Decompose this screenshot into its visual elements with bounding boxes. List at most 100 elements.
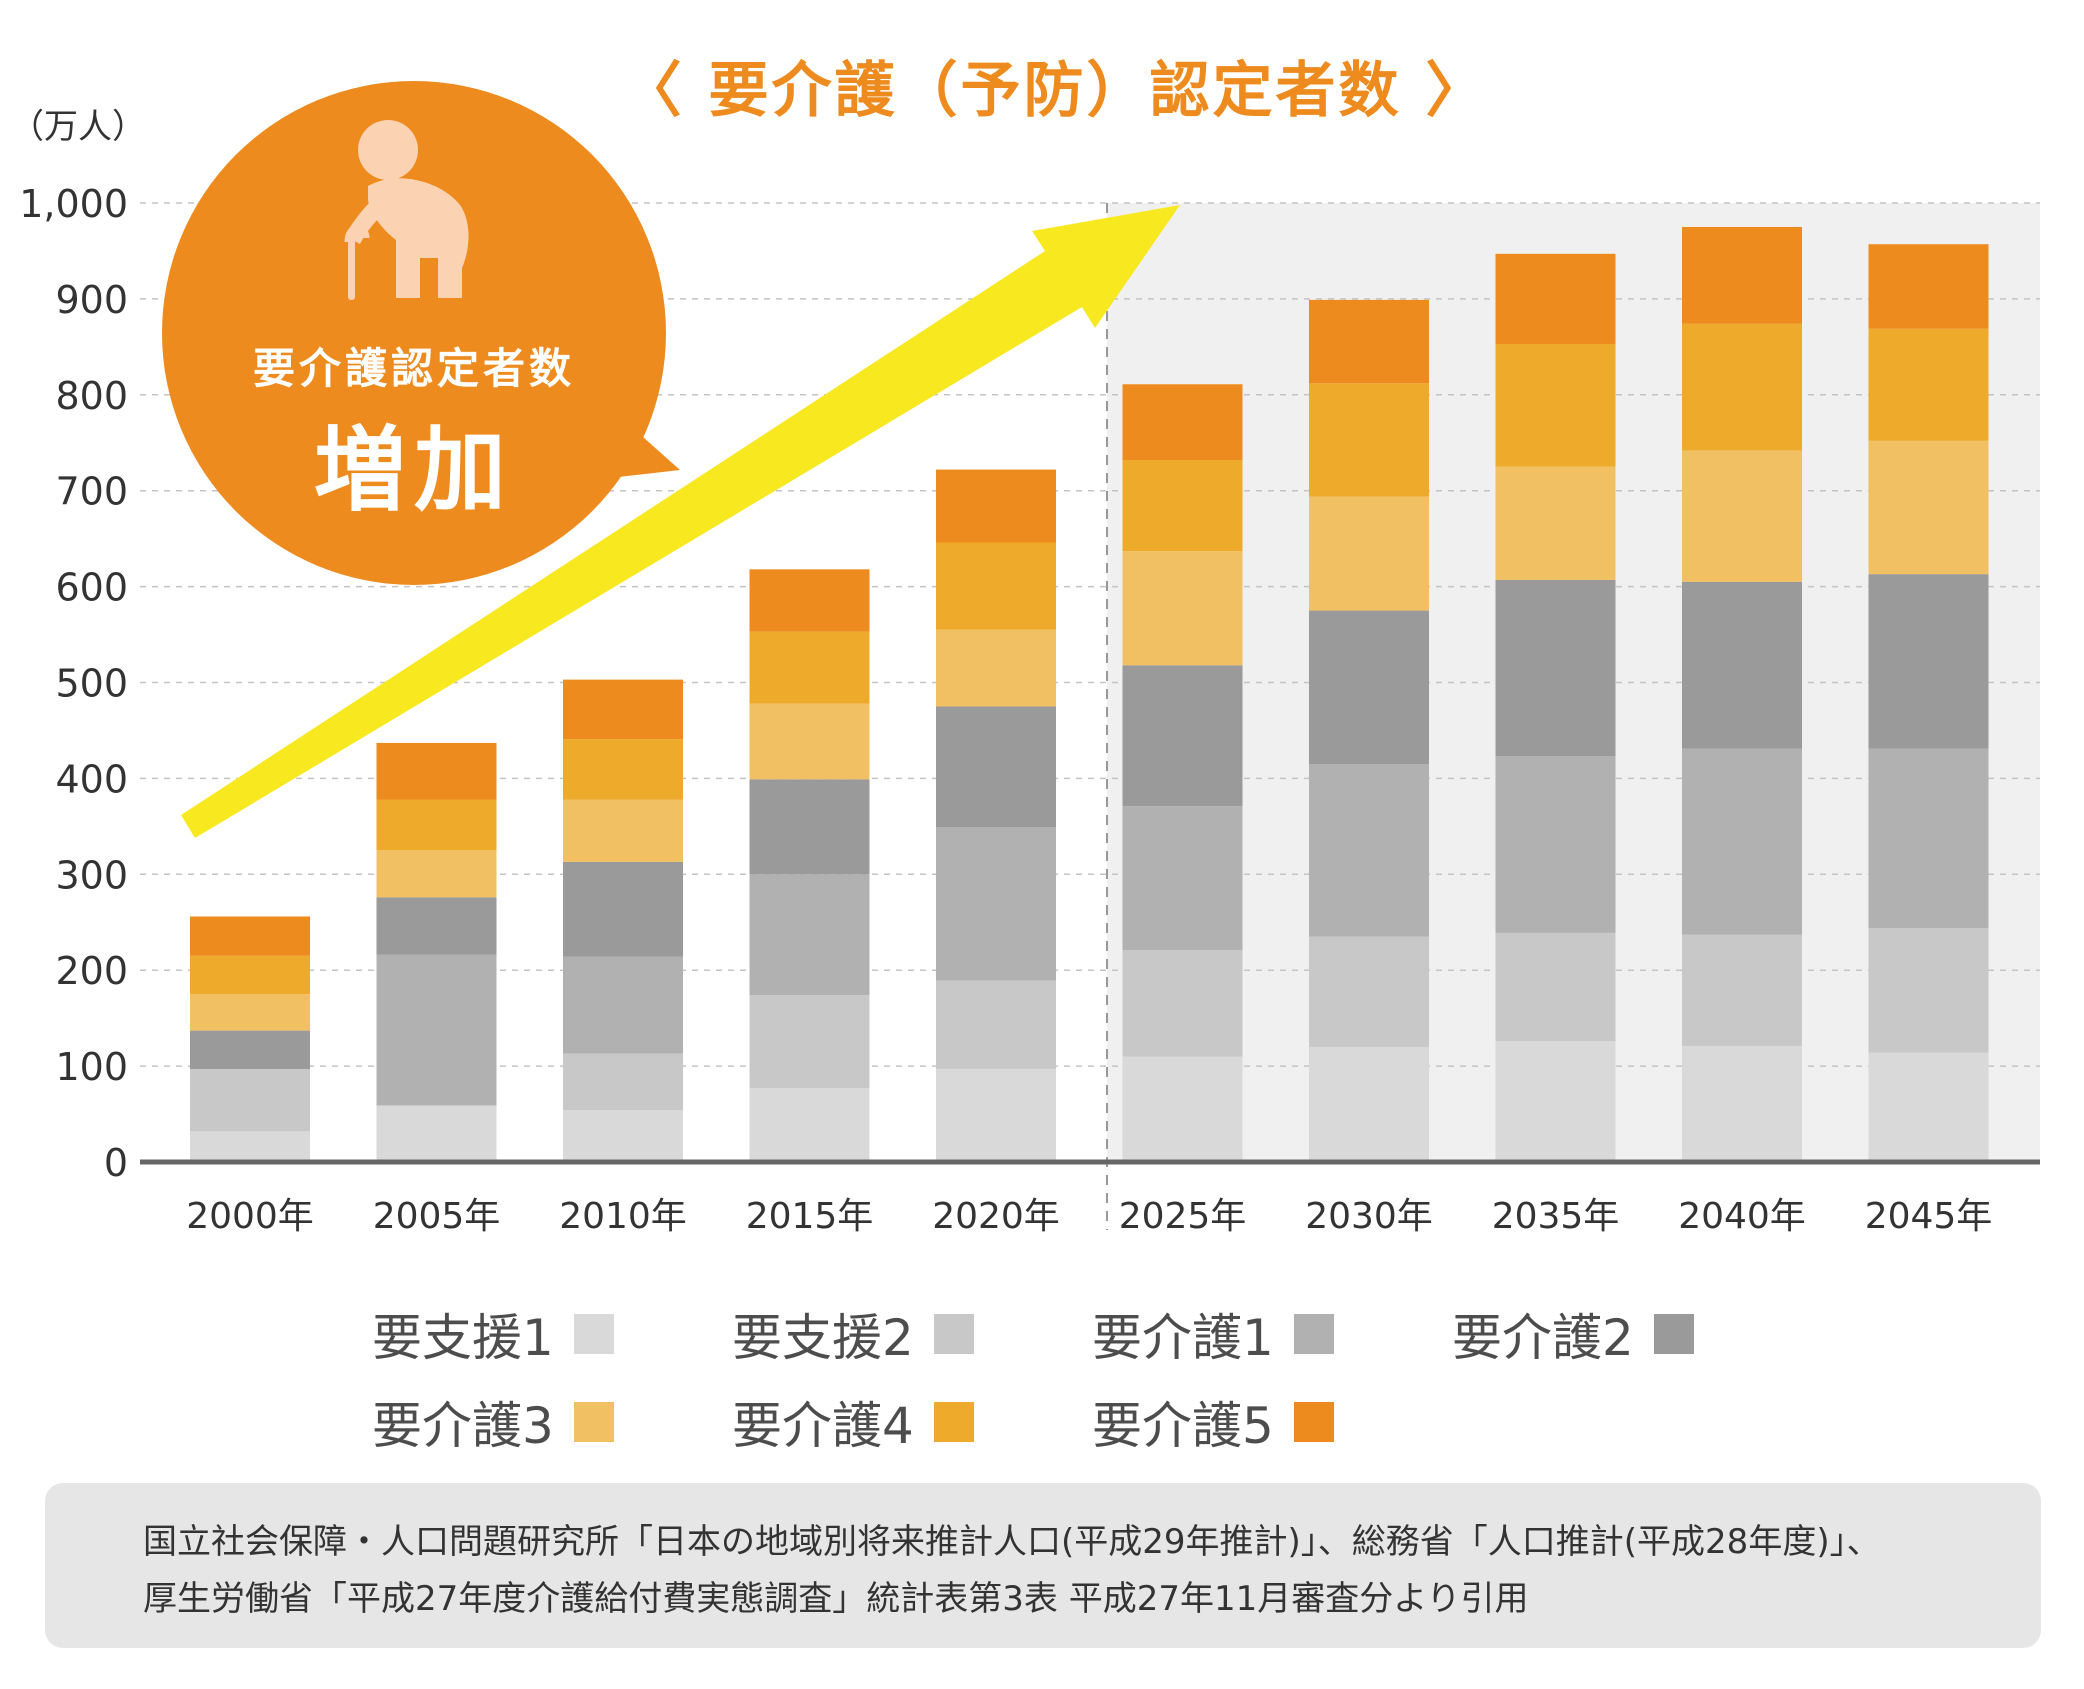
bar-segment [563, 861, 683, 957]
bar-segment [1495, 932, 1616, 1042]
bar-segment [936, 629, 1056, 707]
bar-segment [749, 1088, 870, 1162]
legend-swatch [933, 1314, 974, 1354]
legend-label: 要支援1 [372, 1309, 554, 1367]
bars [190, 226, 1989, 1162]
y-tick-label: 0 [104, 1141, 128, 1185]
bar-segment [1495, 253, 1616, 344]
legend-label: 要介護5 [1092, 1397, 1274, 1455]
bar-segment [563, 1053, 683, 1111]
bar-segment [1682, 1045, 1802, 1162]
legend-item: 要介護3 [372, 1386, 614, 1458]
y-axis-ticks: 0 100 200 300 400 500 600 700 800 900 1,000 [19, 182, 128, 1185]
legend-label: 要介護3 [372, 1397, 554, 1455]
bar-segment [563, 1110, 683, 1162]
bar-segment [1868, 328, 1989, 441]
bar-segment [1682, 226, 1802, 324]
bar-segment [190, 1131, 310, 1162]
y-tick-label: 300 [55, 853, 128, 897]
y-tick-label: 400 [55, 757, 128, 801]
bar-segment [1309, 1046, 1429, 1162]
bar-segment [1495, 1041, 1616, 1162]
y-axis-unit-label: （万人） [10, 107, 146, 147]
callout-circle [162, 81, 666, 585]
legend-item: 要支援1 [372, 1298, 614, 1370]
bar-segment [1682, 323, 1802, 451]
trend-arrow [181, 205, 1180, 838]
legend-label: 要支援2 [732, 1309, 914, 1367]
y-tick-label: 900 [55, 278, 128, 322]
bar-segment [936, 827, 1056, 981]
bar-segment [1495, 579, 1616, 757]
bar-segment [563, 799, 683, 862]
bar-segment [936, 1068, 1056, 1162]
callout-line2: 増加 [314, 417, 514, 524]
bar-segment [376, 742, 497, 800]
legend-label: 要介護2 [1452, 1309, 1634, 1367]
bar-segment [1309, 496, 1429, 611]
legend-item: 要介護2 [1452, 1298, 1694, 1370]
callout-line1: 要介護認定者数 [253, 344, 575, 393]
bar-segment [1868, 440, 1989, 575]
x-tick-label: 2040年 [1678, 1196, 1806, 1237]
x-tick-label: 2010年 [559, 1196, 687, 1237]
x-tick-label: 2035年 [1492, 1196, 1620, 1237]
bar-segment [1122, 551, 1243, 666]
bar-segment [1122, 460, 1243, 552]
legend-swatch [933, 1402, 974, 1442]
source-citation: 国立社会保障・人口問題研究所「日本の地域別将来推計人口(平成29年推計)」、総務… [45, 1483, 2041, 1648]
bar-segment [1868, 1052, 1989, 1162]
x-tick-label: 2045年 [1865, 1196, 1993, 1237]
y-tick-label: 700 [55, 470, 128, 514]
bar-segment [1122, 1056, 1243, 1162]
bar-segment [936, 542, 1056, 630]
bar-segment [1868, 574, 1989, 749]
bar-segment [1868, 244, 1989, 329]
x-tick-label: 2015年 [746, 1196, 874, 1237]
legend-swatch [573, 1314, 614, 1354]
legend-label: 要介護4 [732, 1397, 914, 1455]
bar-segment [1495, 343, 1616, 467]
y-tick-label: 600 [55, 566, 128, 610]
y-tick-label: 100 [55, 1045, 128, 1089]
bar-segment [1309, 383, 1429, 497]
legend-item: 要介護5 [1092, 1386, 1334, 1458]
x-tick-label: 2000年 [186, 1196, 314, 1237]
bar-segment [376, 799, 497, 851]
x-tick-label: 2025年 [1119, 1196, 1247, 1237]
bar-segment [563, 739, 683, 800]
bar-segment [749, 569, 870, 632]
bar-segment [190, 1068, 310, 1132]
legend-item: 要介護1 [1092, 1298, 1334, 1370]
bar-segment [376, 954, 497, 1106]
bar-segment [1309, 610, 1429, 765]
bar-segment [1309, 764, 1429, 937]
bar-segment [190, 994, 310, 1031]
bar-segment [1682, 934, 1802, 1046]
y-tick-label: 800 [55, 374, 128, 418]
bar-segment [190, 955, 310, 995]
bar-segment [1122, 950, 1243, 1057]
bar-segment [190, 916, 310, 956]
bar-segment [1122, 806, 1243, 951]
legend-item: 要介護4 [732, 1386, 974, 1458]
legend-swatch [1293, 1314, 1334, 1354]
x-axis-ticks: 2000年 2005年 2010年 2015年 2020年 2025年 2030年 2035年… [186, 1196, 1992, 1237]
legend-swatch [573, 1402, 614, 1442]
bar-segment [376, 850, 497, 898]
bar-segment [1122, 384, 1243, 461]
bar-segment [563, 679, 683, 740]
bar-segment [749, 779, 870, 875]
bar-segment [936, 469, 1056, 543]
bar-segment [1309, 936, 1429, 1047]
bar-segment [749, 703, 870, 780]
bar-segment [1682, 450, 1802, 582]
legend-swatch [1653, 1314, 1694, 1354]
bar-segment [190, 1030, 310, 1069]
source-line-1: 国立社会保障・人口問題研究所「日本の地域別将来推計人口(平成29年推計)」、総務… [143, 1522, 1881, 1562]
bar-segment [563, 956, 683, 1054]
bar-segment [1868, 928, 1989, 1053]
bar-segment [1682, 581, 1802, 749]
legend-label: 要介護1 [1092, 1309, 1274, 1367]
